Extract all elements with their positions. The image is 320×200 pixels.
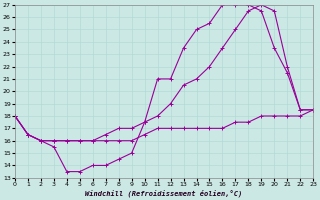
X-axis label: Windchill (Refroidissement éolien,°C): Windchill (Refroidissement éolien,°C) [85, 190, 243, 197]
